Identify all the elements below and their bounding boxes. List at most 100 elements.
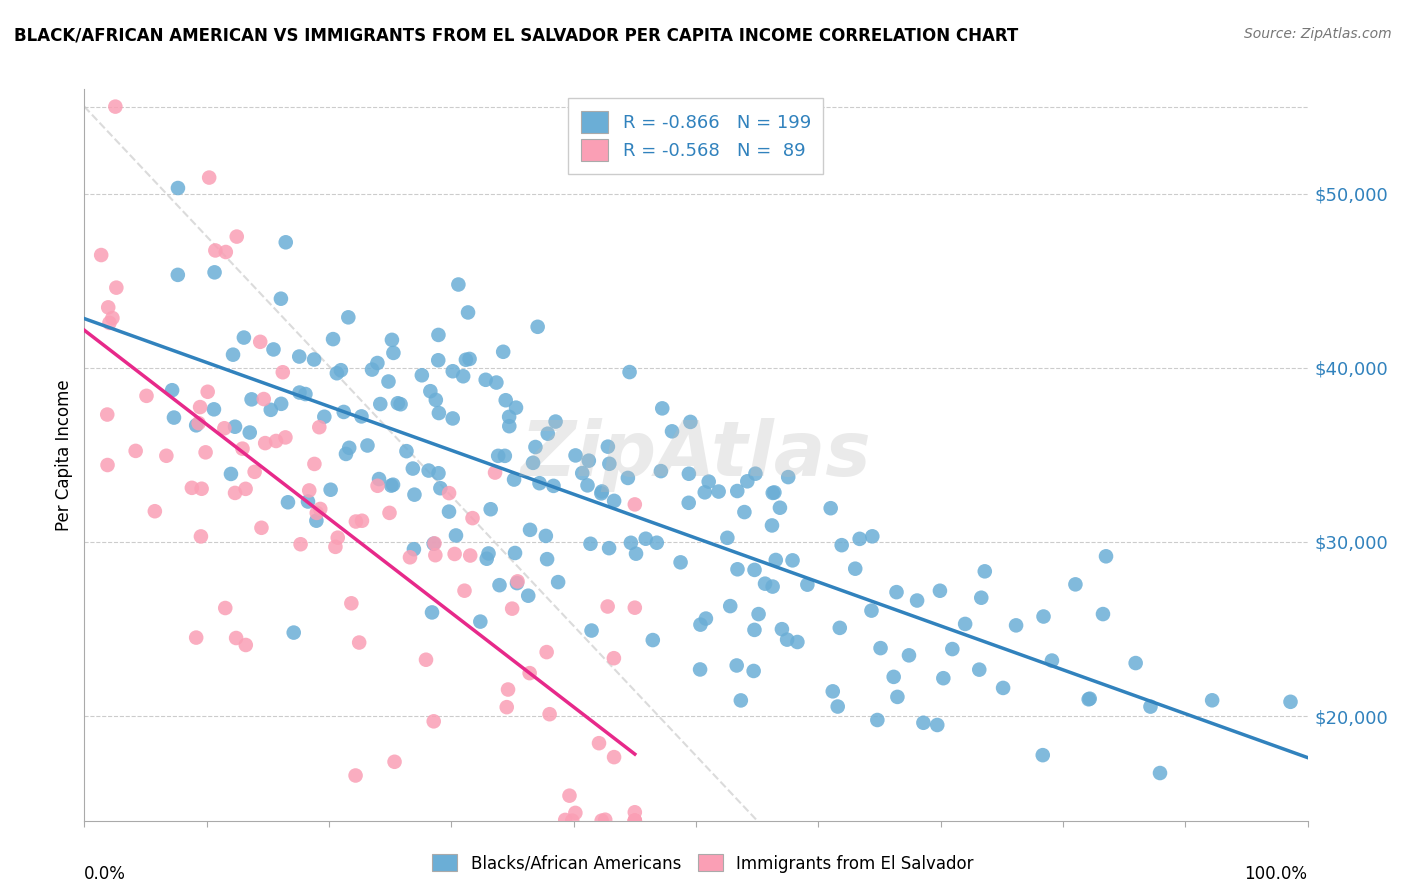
Point	[844, 562, 866, 576]
Point	[298, 483, 321, 498]
Point	[337, 310, 360, 325]
Point	[155, 449, 177, 463]
Point	[96, 408, 118, 422]
Point	[498, 409, 520, 424]
Point	[204, 244, 226, 258]
Point	[763, 485, 786, 500]
Point	[458, 549, 481, 563]
Point	[319, 483, 342, 497]
Point	[441, 364, 464, 378]
Point	[762, 486, 785, 500]
Point	[689, 617, 711, 632]
Point	[678, 467, 700, 481]
Point	[477, 546, 499, 560]
Point	[503, 546, 526, 560]
Point	[529, 476, 551, 491]
Point	[366, 356, 388, 370]
Point	[419, 384, 441, 399]
Point	[427, 467, 450, 481]
Point	[335, 447, 357, 461]
Point	[225, 229, 247, 244]
Point	[769, 500, 792, 515]
Point	[536, 645, 558, 659]
Point	[492, 344, 515, 359]
Point	[579, 537, 602, 551]
Legend: R = -0.866   N = 199, R = -0.568   N =  89: R = -0.866 N = 199, R = -0.568 N = 89	[568, 98, 824, 174]
Point	[425, 548, 447, 562]
Point	[578, 453, 600, 467]
Point	[415, 653, 437, 667]
Point	[786, 635, 808, 649]
Point	[718, 599, 741, 613]
Point	[519, 666, 541, 681]
Point	[603, 494, 626, 508]
Point	[457, 305, 479, 319]
Point	[494, 449, 516, 463]
Point	[326, 366, 349, 380]
Point	[645, 535, 668, 549]
Point	[101, 311, 124, 326]
Point	[270, 292, 292, 306]
Point	[337, 441, 360, 455]
Point	[886, 690, 908, 704]
Point	[124, 443, 146, 458]
Point	[305, 514, 328, 528]
Point	[544, 415, 567, 429]
Point	[454, 352, 477, 367]
Point	[314, 409, 336, 424]
Point	[554, 813, 576, 827]
Point	[970, 591, 993, 605]
Point	[991, 681, 1014, 695]
Point	[190, 482, 212, 496]
Point	[96, 458, 118, 472]
Point	[294, 387, 316, 401]
Point	[224, 486, 246, 500]
Point	[214, 421, 236, 435]
Legend: Blacks/African Americans, Immigrants from El Salvador: Blacks/African Americans, Immigrants fro…	[426, 847, 980, 880]
Point	[274, 235, 297, 250]
Point	[97, 301, 120, 315]
Point	[250, 521, 273, 535]
Point	[860, 529, 883, 543]
Point	[505, 401, 527, 415]
Point	[1040, 654, 1063, 668]
Point	[377, 375, 399, 389]
Point	[283, 625, 305, 640]
Text: 0.0%: 0.0%	[84, 864, 127, 882]
Point	[160, 383, 183, 397]
Point	[309, 502, 332, 516]
Point	[693, 485, 716, 500]
Point	[263, 343, 285, 357]
Point	[437, 486, 460, 500]
Point	[222, 348, 245, 362]
Point	[322, 332, 344, 346]
Point	[235, 638, 257, 652]
Point	[484, 466, 506, 480]
Point	[378, 506, 401, 520]
Point	[620, 536, 643, 550]
Point	[232, 330, 254, 344]
Text: Source: ZipAtlas.com: Source: ZipAtlas.com	[1244, 27, 1392, 41]
Point	[537, 426, 560, 441]
Point	[967, 663, 990, 677]
Point	[495, 700, 517, 714]
Point	[534, 529, 557, 543]
Point	[437, 505, 460, 519]
Point	[564, 805, 586, 820]
Point	[941, 642, 963, 657]
Point	[197, 384, 219, 399]
Point	[180, 481, 202, 495]
Point	[202, 402, 225, 417]
Point	[661, 425, 683, 439]
Point	[418, 464, 440, 478]
Point	[973, 565, 995, 579]
Point	[831, 538, 853, 552]
Point	[167, 181, 190, 195]
Point	[519, 523, 541, 537]
Point	[453, 583, 475, 598]
Point	[1201, 693, 1223, 707]
Point	[427, 327, 450, 342]
Point	[678, 496, 700, 510]
Point	[402, 542, 425, 557]
Point	[235, 482, 257, 496]
